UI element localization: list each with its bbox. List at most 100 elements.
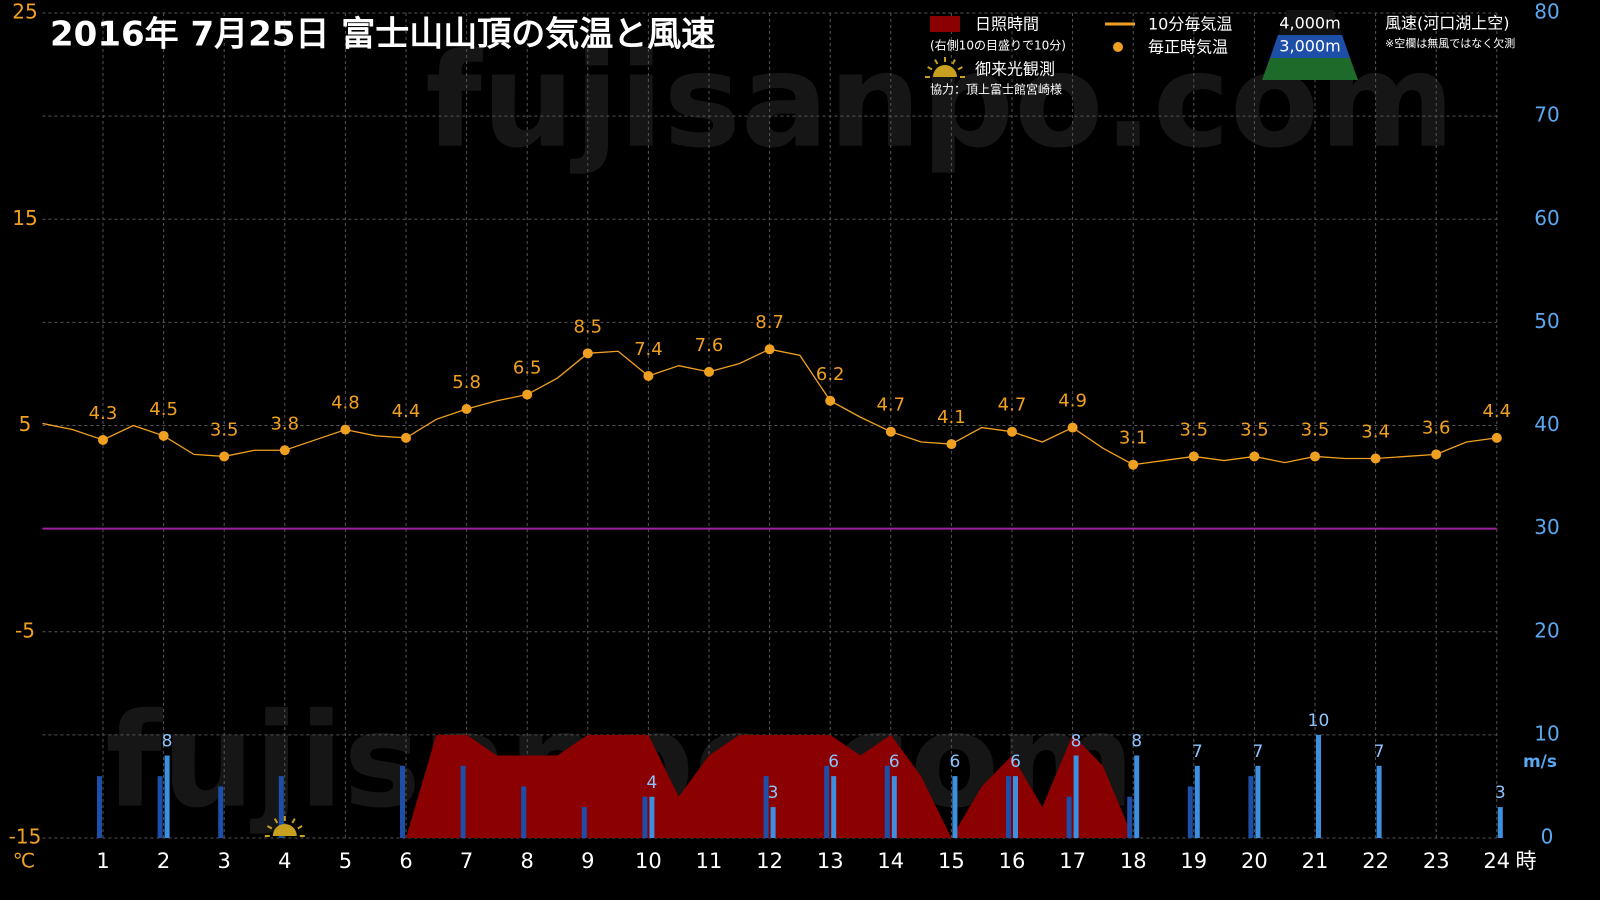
data-label: 5.8 (452, 372, 481, 393)
wind-bar (97, 776, 102, 838)
wind-bar (891, 776, 897, 838)
x-tick-label: 16 (999, 849, 1026, 873)
data-label: 8 (1071, 732, 1082, 752)
data-label: 3.5 (1179, 419, 1208, 440)
x-tick-label: 5 (339, 849, 352, 873)
sun-ray (927, 66, 933, 71)
x-tick-label: 4 (278, 849, 291, 873)
x-tick-label: 23 (1423, 849, 1450, 873)
temp-point (704, 366, 714, 377)
x-tick-label: 19 (1180, 849, 1207, 873)
data-label: 6 (949, 752, 960, 772)
temp-point (98, 434, 108, 445)
x-tick-label: 14 (877, 849, 904, 873)
y2-tick-label: 50 (1534, 309, 1559, 333)
y2-tick-label: 0 (1541, 825, 1554, 849)
x-tick-label: 18 (1120, 849, 1147, 873)
sun-ray (291, 818, 296, 824)
wind-bar (824, 765, 830, 838)
y2-tick-label: 40 (1534, 412, 1559, 436)
legend-label: 4,000m (1279, 14, 1340, 33)
data-label: 3.6 (1422, 417, 1451, 438)
sunshine-area (406, 734, 1134, 838)
wind-bar (521, 786, 527, 838)
legend-label: 風速(河口湖上空) (1385, 14, 1510, 33)
y2-tick-label: 30 (1534, 515, 1559, 539)
wind-bar (1134, 755, 1140, 838)
temp-point (1249, 451, 1260, 462)
x-tick-label: 20 (1241, 849, 1268, 873)
x-tick-label: 10 (635, 849, 662, 873)
data-label: 3 (768, 783, 779, 803)
y2-unit: m/s (1523, 752, 1557, 772)
temp-point (643, 371, 654, 381)
wind-bar (1248, 776, 1254, 838)
data-label: 6 (828, 752, 839, 772)
data-label: 6 (889, 752, 900, 772)
y-tick-label: -15 (9, 825, 42, 849)
data-label: 4.4 (392, 401, 421, 422)
wind-bar (164, 755, 170, 838)
wind-bar (1066, 796, 1072, 838)
wind-bar (218, 786, 224, 838)
data-label: 3.8 (270, 413, 299, 434)
temp-point (461, 404, 472, 414)
sun-ray (266, 825, 273, 830)
x-tick-label: 11 (696, 849, 723, 873)
temp-point (825, 395, 836, 406)
sun-ray (273, 818, 279, 824)
mountain (1262, 58, 1358, 80)
data-label: 4 (646, 773, 657, 793)
wind-bar (1073, 755, 1079, 838)
data-label: 3.4 (1361, 422, 1390, 443)
data-label: 4.7 (998, 395, 1027, 416)
data-label: 4.1 (937, 407, 966, 428)
temp-point (1067, 422, 1078, 433)
x-tick-label: 7 (460, 849, 473, 873)
data-label: 7 (1192, 742, 1203, 762)
sun-ray (957, 66, 963, 71)
data-label: 4.5 (149, 399, 178, 420)
data-label: 7 (1374, 742, 1385, 762)
chart-title: 2016年 7月25日 富士山山頂の気温と風速 (50, 15, 715, 55)
x-tick-label: 21 (1302, 849, 1329, 873)
legend-label: 10分毎気温 (1148, 15, 1232, 34)
wind-bar (770, 807, 776, 838)
legend-swatch (1113, 42, 1123, 52)
legend-note: (右側10の目盛りで10分) (930, 38, 1066, 53)
data-label: 4.8 (331, 393, 360, 414)
temp-point (219, 451, 230, 462)
x-tick-label: 22 (1362, 849, 1389, 873)
temp-point (1431, 449, 1442, 460)
wind-bar (1013, 776, 1018, 838)
y-unit: ℃ (13, 849, 35, 873)
x-tick-label: 24 (1483, 849, 1510, 873)
y2-tick-label: 70 (1534, 103, 1559, 127)
x-tick-label: 2 (157, 849, 170, 873)
wind-bar (1376, 765, 1382, 838)
y2-tick-label: 60 (1534, 206, 1559, 230)
temp-point (1188, 451, 1199, 462)
data-label: 4.4 (1482, 401, 1511, 422)
data-label: 4.7 (876, 395, 905, 416)
wind-bar (1194, 765, 1200, 838)
data-label: 7.4 (634, 339, 663, 360)
x-tick-label: 3 (218, 849, 231, 873)
sun-ray (934, 59, 939, 65)
y-tick-label: -5 (15, 618, 35, 642)
temp-point (885, 426, 896, 437)
temp-point (279, 445, 290, 456)
wind-bar (1497, 807, 1503, 838)
temp-point (764, 344, 775, 355)
temp-point (158, 430, 169, 441)
data-label: 10 (1308, 711, 1330, 731)
data-label: 3.5 (210, 419, 239, 440)
data-label: 6 (1010, 752, 1021, 772)
x-tick-label: 1 (96, 849, 109, 873)
y2-tick-label: 10 (1534, 721, 1559, 745)
temp-point (1491, 432, 1502, 443)
sunrise-icon (272, 824, 297, 836)
temp-point (1310, 451, 1320, 462)
